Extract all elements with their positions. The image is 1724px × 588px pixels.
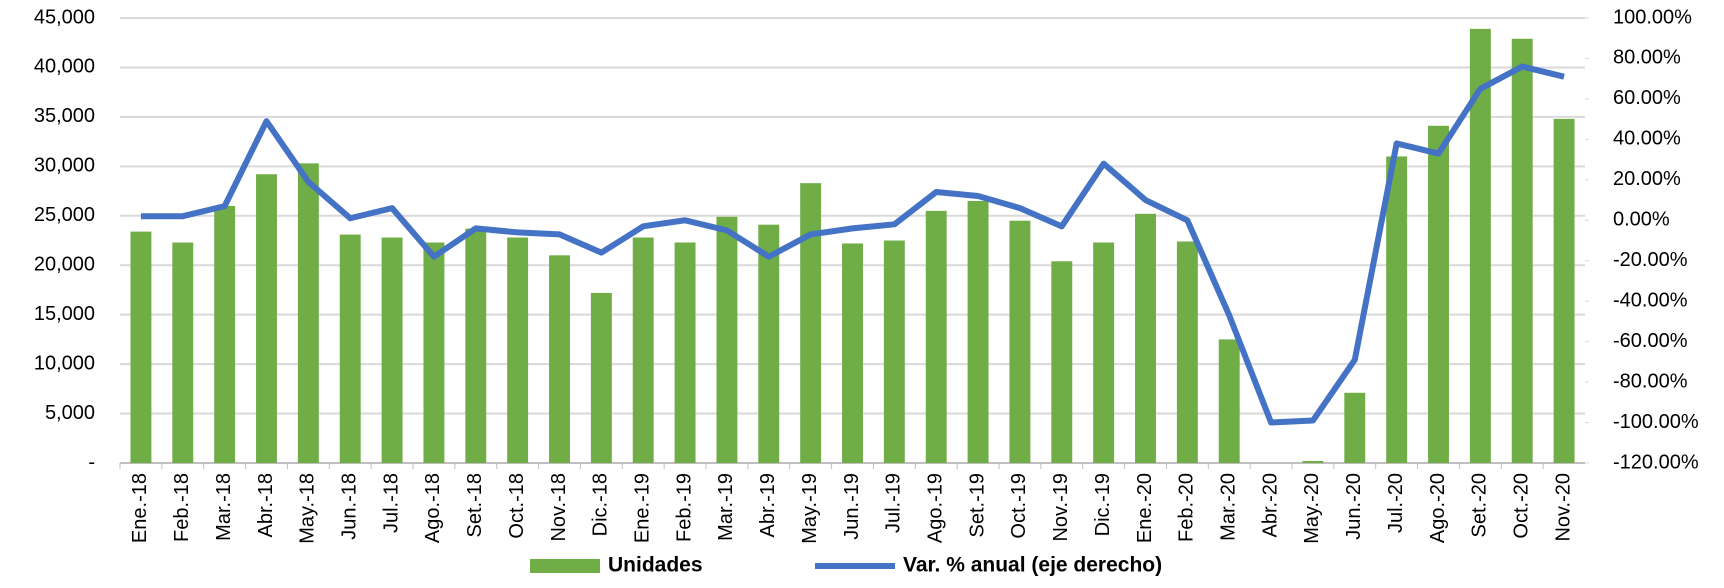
bar (925, 210, 947, 463)
y2-tick-label: -120.00% (1613, 451, 1699, 473)
bar (758, 224, 780, 463)
x-tick-label: Mar.-19 (715, 473, 737, 541)
x-tick-label: Nov.-19 (1050, 473, 1072, 542)
x-tick-label: Feb.-20 (1176, 473, 1198, 542)
x-tick-label: Set.-19 (966, 473, 988, 537)
bar (1009, 220, 1031, 463)
x-tick-label: Mar.-18 (213, 473, 235, 541)
bar (1302, 461, 1324, 463)
x-tick-label: Jun.-19 (841, 473, 863, 540)
x-tick-label: Ene.-20 (1134, 473, 1156, 543)
bar (716, 216, 738, 463)
bar (967, 200, 989, 463)
x-tick-label: Jun.-18 (338, 473, 360, 540)
x-tick-label: Set.-20 (1469, 473, 1491, 537)
legend-swatch (530, 559, 600, 573)
x-tick-label: Set.-18 (464, 473, 486, 537)
x-tick-label: Abr.-18 (255, 473, 277, 537)
x-tick-label: Jul.-20 (1385, 473, 1407, 533)
bar (1428, 125, 1449, 464)
y2-tick-label: -80.00% (1613, 370, 1688, 392)
x-tick-label: May.-20 (1301, 473, 1323, 544)
y2-tick-label: -60.00% (1613, 330, 1688, 352)
x-tick-label: Oct.-18 (506, 473, 528, 539)
line (140, 63, 1565, 426)
bar (465, 228, 487, 463)
x-tick-label: Dic.-18 (590, 473, 612, 536)
bar (339, 234, 361, 463)
x-tick-label: Feb.-19 (673, 473, 695, 542)
bar (1386, 156, 1408, 463)
x-tick-label: Ene.-19 (631, 473, 653, 543)
y-tick-label: 45,000 (34, 6, 95, 28)
bar (297, 163, 319, 463)
y-tick-label: 40,000 (34, 56, 95, 78)
x-tick-label: Abr.-20 (1259, 473, 1281, 537)
bar (1553, 118, 1575, 463)
x-tick-label: Nov.-20 (1552, 473, 1574, 542)
y-tick-label: 5,000 (45, 402, 95, 424)
bar (842, 243, 863, 463)
y2-tick-label: 40.00% (1613, 128, 1681, 150)
y-tick-label: - (88, 451, 95, 473)
x-tick-label: Feb.-18 (171, 473, 193, 542)
bar (883, 240, 905, 463)
y2-tick-label: -100.00% (1613, 411, 1699, 433)
x-tick-label: May.-19 (799, 473, 821, 544)
x-tick-label: Jun.-20 (1343, 473, 1365, 540)
x-tick-label: Ago.-19 (924, 473, 946, 543)
bar (507, 237, 529, 463)
x-tick-label: Jul.-18 (380, 473, 402, 533)
y2-tick-label: -40.00% (1613, 289, 1688, 311)
bar (632, 237, 654, 463)
bar (1218, 339, 1240, 463)
y2-tick-label: -20.00% (1613, 249, 1688, 271)
y2-tick-label: 60.00% (1613, 87, 1681, 109)
bar (423, 242, 445, 463)
x-tick-label: May.-18 (297, 473, 319, 544)
bar (130, 231, 152, 463)
x-tick-label: Ago.-18 (422, 473, 444, 543)
bar (800, 183, 822, 463)
bar (1093, 242, 1115, 463)
x-tick-label: Jul.-19 (883, 473, 905, 533)
bar (1176, 241, 1198, 463)
y-tick-label: 15,000 (34, 303, 95, 325)
bar (1344, 392, 1366, 463)
x-tick-label: Dic.-19 (1092, 473, 1114, 536)
x-tick-label: Ago.-20 (1427, 473, 1449, 543)
y2-tick-label: 100.00% (1613, 6, 1692, 28)
bar (590, 292, 612, 463)
bar (1469, 28, 1491, 463)
bar (172, 242, 194, 463)
bar (214, 205, 236, 463)
y-tick-label: 20,000 (34, 254, 95, 276)
bar (1511, 38, 1533, 464)
x-tick-label: Mar.-20 (1217, 473, 1239, 541)
y-tick-label: 10,000 (34, 352, 95, 374)
bar (381, 237, 403, 463)
y-tick-label: 25,000 (34, 204, 95, 226)
bar (1135, 213, 1156, 463)
x-tick-label: Oct.-19 (1008, 473, 1030, 539)
y-tick-label: 35,000 (34, 105, 95, 127)
x-tick-label: Abr.-19 (757, 473, 779, 537)
y2-tick-label: 0.00% (1613, 209, 1670, 231)
bar (1051, 261, 1073, 463)
legend-label: Unidades (608, 554, 703, 577)
x-tick-label: Ene.-18 (129, 473, 151, 543)
x-tick-label: Oct.-20 (1510, 473, 1532, 539)
legend-label: Var. % anual (eje derecho) (903, 554, 1162, 577)
x-tick-label: Nov.-18 (548, 473, 570, 542)
bar (549, 255, 570, 463)
y2-tick-label: 20.00% (1613, 168, 1681, 190)
bar (674, 242, 696, 463)
y-tick-label: 30,000 (34, 155, 95, 177)
bar (256, 174, 277, 463)
y2-tick-label: 80.00% (1613, 47, 1681, 69)
